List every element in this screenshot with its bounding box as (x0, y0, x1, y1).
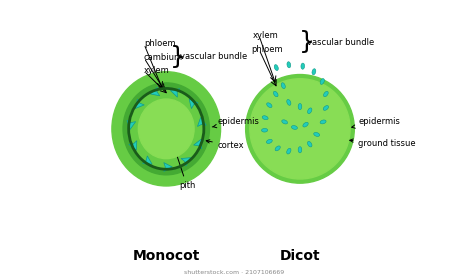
Ellipse shape (281, 83, 285, 88)
Text: xylem: xylem (253, 31, 279, 40)
Circle shape (250, 79, 350, 179)
Ellipse shape (291, 125, 297, 129)
Text: ground tissue: ground tissue (350, 139, 416, 148)
Polygon shape (181, 158, 191, 166)
Ellipse shape (312, 69, 316, 75)
Polygon shape (135, 99, 144, 108)
Ellipse shape (266, 139, 272, 143)
Text: phloem: phloem (251, 45, 283, 54)
Polygon shape (189, 99, 198, 109)
Ellipse shape (324, 91, 328, 97)
Text: epidermis: epidermis (212, 117, 260, 128)
Ellipse shape (320, 120, 326, 124)
Text: xylem: xylem (144, 66, 170, 75)
Ellipse shape (320, 79, 325, 84)
Text: Dicot: Dicot (280, 249, 320, 263)
Ellipse shape (129, 88, 204, 169)
Ellipse shape (262, 129, 268, 132)
Polygon shape (127, 120, 136, 129)
Ellipse shape (298, 104, 302, 110)
Ellipse shape (112, 72, 220, 186)
Circle shape (246, 74, 354, 183)
Ellipse shape (301, 63, 304, 69)
Text: cortex: cortex (206, 140, 244, 150)
Text: vascular bundle: vascular bundle (308, 38, 375, 47)
Ellipse shape (274, 65, 278, 71)
Ellipse shape (138, 99, 194, 159)
Text: pith: pith (170, 135, 195, 190)
Ellipse shape (287, 99, 291, 105)
Polygon shape (143, 156, 152, 164)
Text: }: } (170, 45, 186, 69)
Text: cambium: cambium (144, 53, 183, 62)
Text: vascular bundle: vascular bundle (180, 52, 248, 62)
Ellipse shape (267, 103, 272, 108)
Ellipse shape (287, 148, 291, 154)
Text: epidermis: epidermis (352, 117, 401, 128)
Ellipse shape (323, 106, 328, 110)
Ellipse shape (275, 146, 280, 151)
Text: Monocot: Monocot (133, 249, 200, 263)
Ellipse shape (308, 108, 312, 114)
Polygon shape (150, 87, 160, 96)
Polygon shape (129, 141, 137, 150)
Polygon shape (164, 163, 173, 171)
Polygon shape (170, 89, 180, 97)
Text: shutterstock.com · 2107106669: shutterstock.com · 2107106669 (184, 270, 285, 275)
Ellipse shape (262, 116, 268, 120)
Ellipse shape (308, 141, 312, 147)
Polygon shape (194, 139, 202, 149)
Ellipse shape (314, 132, 320, 136)
Text: }: } (299, 31, 315, 55)
Text: phloem: phloem (144, 39, 175, 48)
Ellipse shape (303, 122, 308, 127)
Polygon shape (197, 117, 206, 127)
Ellipse shape (298, 147, 302, 153)
Ellipse shape (287, 62, 291, 68)
Ellipse shape (123, 83, 210, 175)
Ellipse shape (282, 120, 287, 124)
Ellipse shape (273, 91, 278, 97)
